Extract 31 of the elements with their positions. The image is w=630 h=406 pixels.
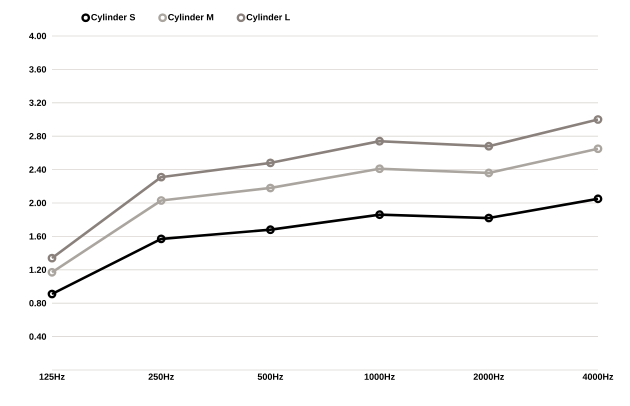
y-tick-label: 1.60 <box>30 233 46 240</box>
point <box>484 214 494 222</box>
point <box>266 184 275 192</box>
x-tick-label: 4000Hz <box>582 374 614 380</box>
y-tick-label: 3.20 <box>29 100 46 106</box>
y-tick-label: 2.40 <box>29 166 46 173</box>
x-tick-label: 500Hz <box>258 374 284 380</box>
point <box>484 168 494 178</box>
legend-label: Cylinder L <box>246 14 290 22</box>
y-tick-label: 0.40 <box>29 333 46 340</box>
point <box>375 164 384 174</box>
x-tick-label: 1000Hz <box>364 374 395 380</box>
y-tick-label: 2.80 <box>29 133 46 140</box>
legend-label: Cylinder S <box>91 14 136 22</box>
point <box>156 234 166 244</box>
point <box>156 172 166 182</box>
point <box>484 142 494 151</box>
point <box>375 210 384 220</box>
point <box>375 136 384 146</box>
x-tick-label: 250Hz <box>148 374 174 380</box>
point <box>156 196 166 205</box>
y-tick-label: 2.00 <box>29 200 46 206</box>
y-tick-label: 4.00 <box>29 32 46 40</box>
point <box>266 225 275 234</box>
legend-label: Cylinder M <box>168 14 214 22</box>
point <box>266 158 275 168</box>
y-tick-label: 1.20 <box>30 266 46 273</box>
y-tick-label: 0.80 <box>29 300 46 306</box>
y-tick-label: 3.60 <box>29 66 46 73</box>
x-tick-label: 125Hz <box>40 374 65 380</box>
x-tick-label: 2000Hz <box>474 374 504 380</box>
